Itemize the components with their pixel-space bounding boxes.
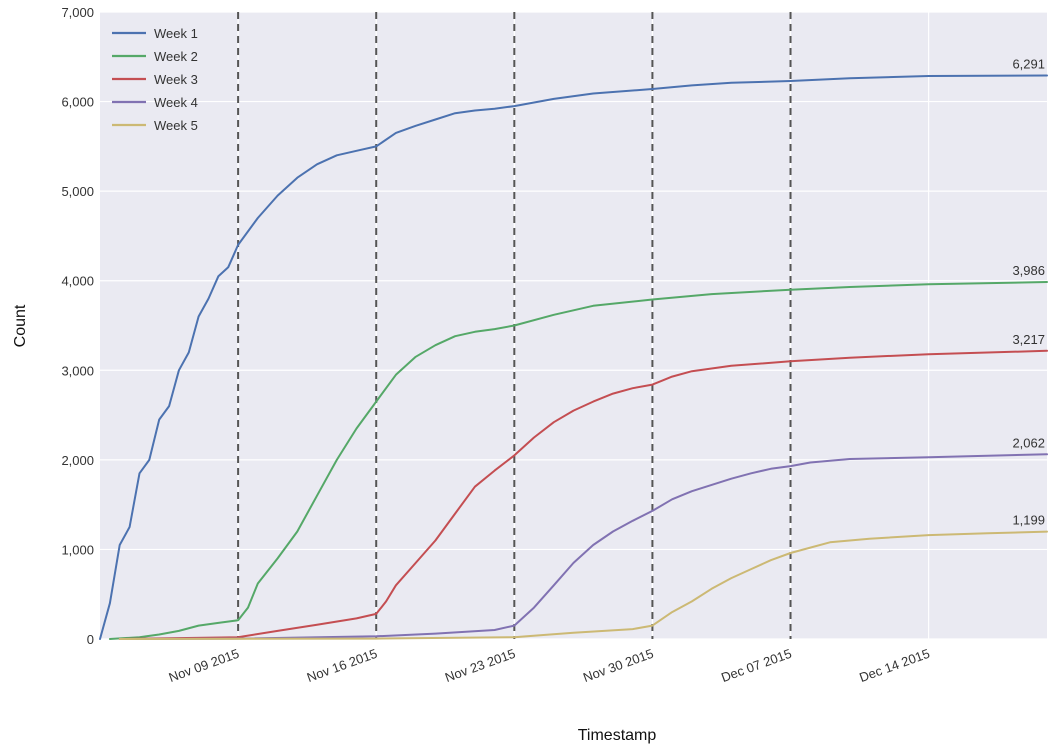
legend-label: Week 4: [154, 95, 198, 110]
y-tick-label: 2,000: [61, 453, 94, 468]
legend: Week 1 Week 2 Week 3 Week 4 Week 5: [112, 26, 198, 133]
series-line-week-5: [118, 530, 1048, 640]
y-tick-label: 5,000: [61, 184, 94, 199]
end-value-label: 2,062: [1012, 435, 1045, 450]
y-axis-ticks: 0 1,000 2,000 3,000 4,000 5,000 6,000 7,000: [61, 5, 94, 647]
end-value-label: 1,199: [1012, 513, 1045, 528]
y-tick-label: 3,000: [61, 363, 94, 378]
series-line-week-4: [118, 453, 1048, 640]
series-lines: [99, 74, 1048, 640]
end-value-labels: 6,291 3,986 3,217 2,062 1,199: [1012, 57, 1045, 528]
x-tick-label: Dec 07 2015: [719, 646, 793, 685]
legend-label: Week 1: [154, 26, 198, 41]
end-value-label: 6,291: [1012, 57, 1045, 72]
end-value-label: 3,217: [1012, 332, 1045, 347]
series-line-week-3: [118, 349, 1048, 640]
legend-label: Week 5: [154, 118, 198, 133]
x-axis-title: Timestamp: [578, 727, 657, 744]
plot-background: [100, 12, 1047, 639]
x-axis-ticks: Nov 09 2015 Nov 16 2015 Nov 23 2015 Nov 30 …: [167, 646, 932, 685]
legend-label: Week 3: [154, 72, 198, 87]
y-tick-label: 1,000: [61, 542, 94, 557]
y-axis-title: Count: [12, 304, 29, 347]
y-tick-label: 4,000: [61, 274, 94, 289]
y-tick-label: 7,000: [61, 5, 94, 20]
legend-label: Week 2: [154, 49, 198, 64]
x-tick-label: Nov 16 2015: [305, 646, 379, 685]
x-tick-label: Nov 30 2015: [581, 646, 655, 685]
series-line-week-1: [99, 74, 1048, 640]
x-tick-label: Nov 09 2015: [167, 646, 241, 685]
end-value-label: 3,986: [1012, 263, 1045, 278]
x-tick-label: Nov 23 2015: [443, 646, 517, 685]
series-line-week-2: [108, 281, 1048, 640]
y-tick-label: 6,000: [61, 95, 94, 110]
y-tick-label: 0: [87, 632, 94, 647]
x-tick-label: Dec 14 2015: [857, 646, 931, 685]
